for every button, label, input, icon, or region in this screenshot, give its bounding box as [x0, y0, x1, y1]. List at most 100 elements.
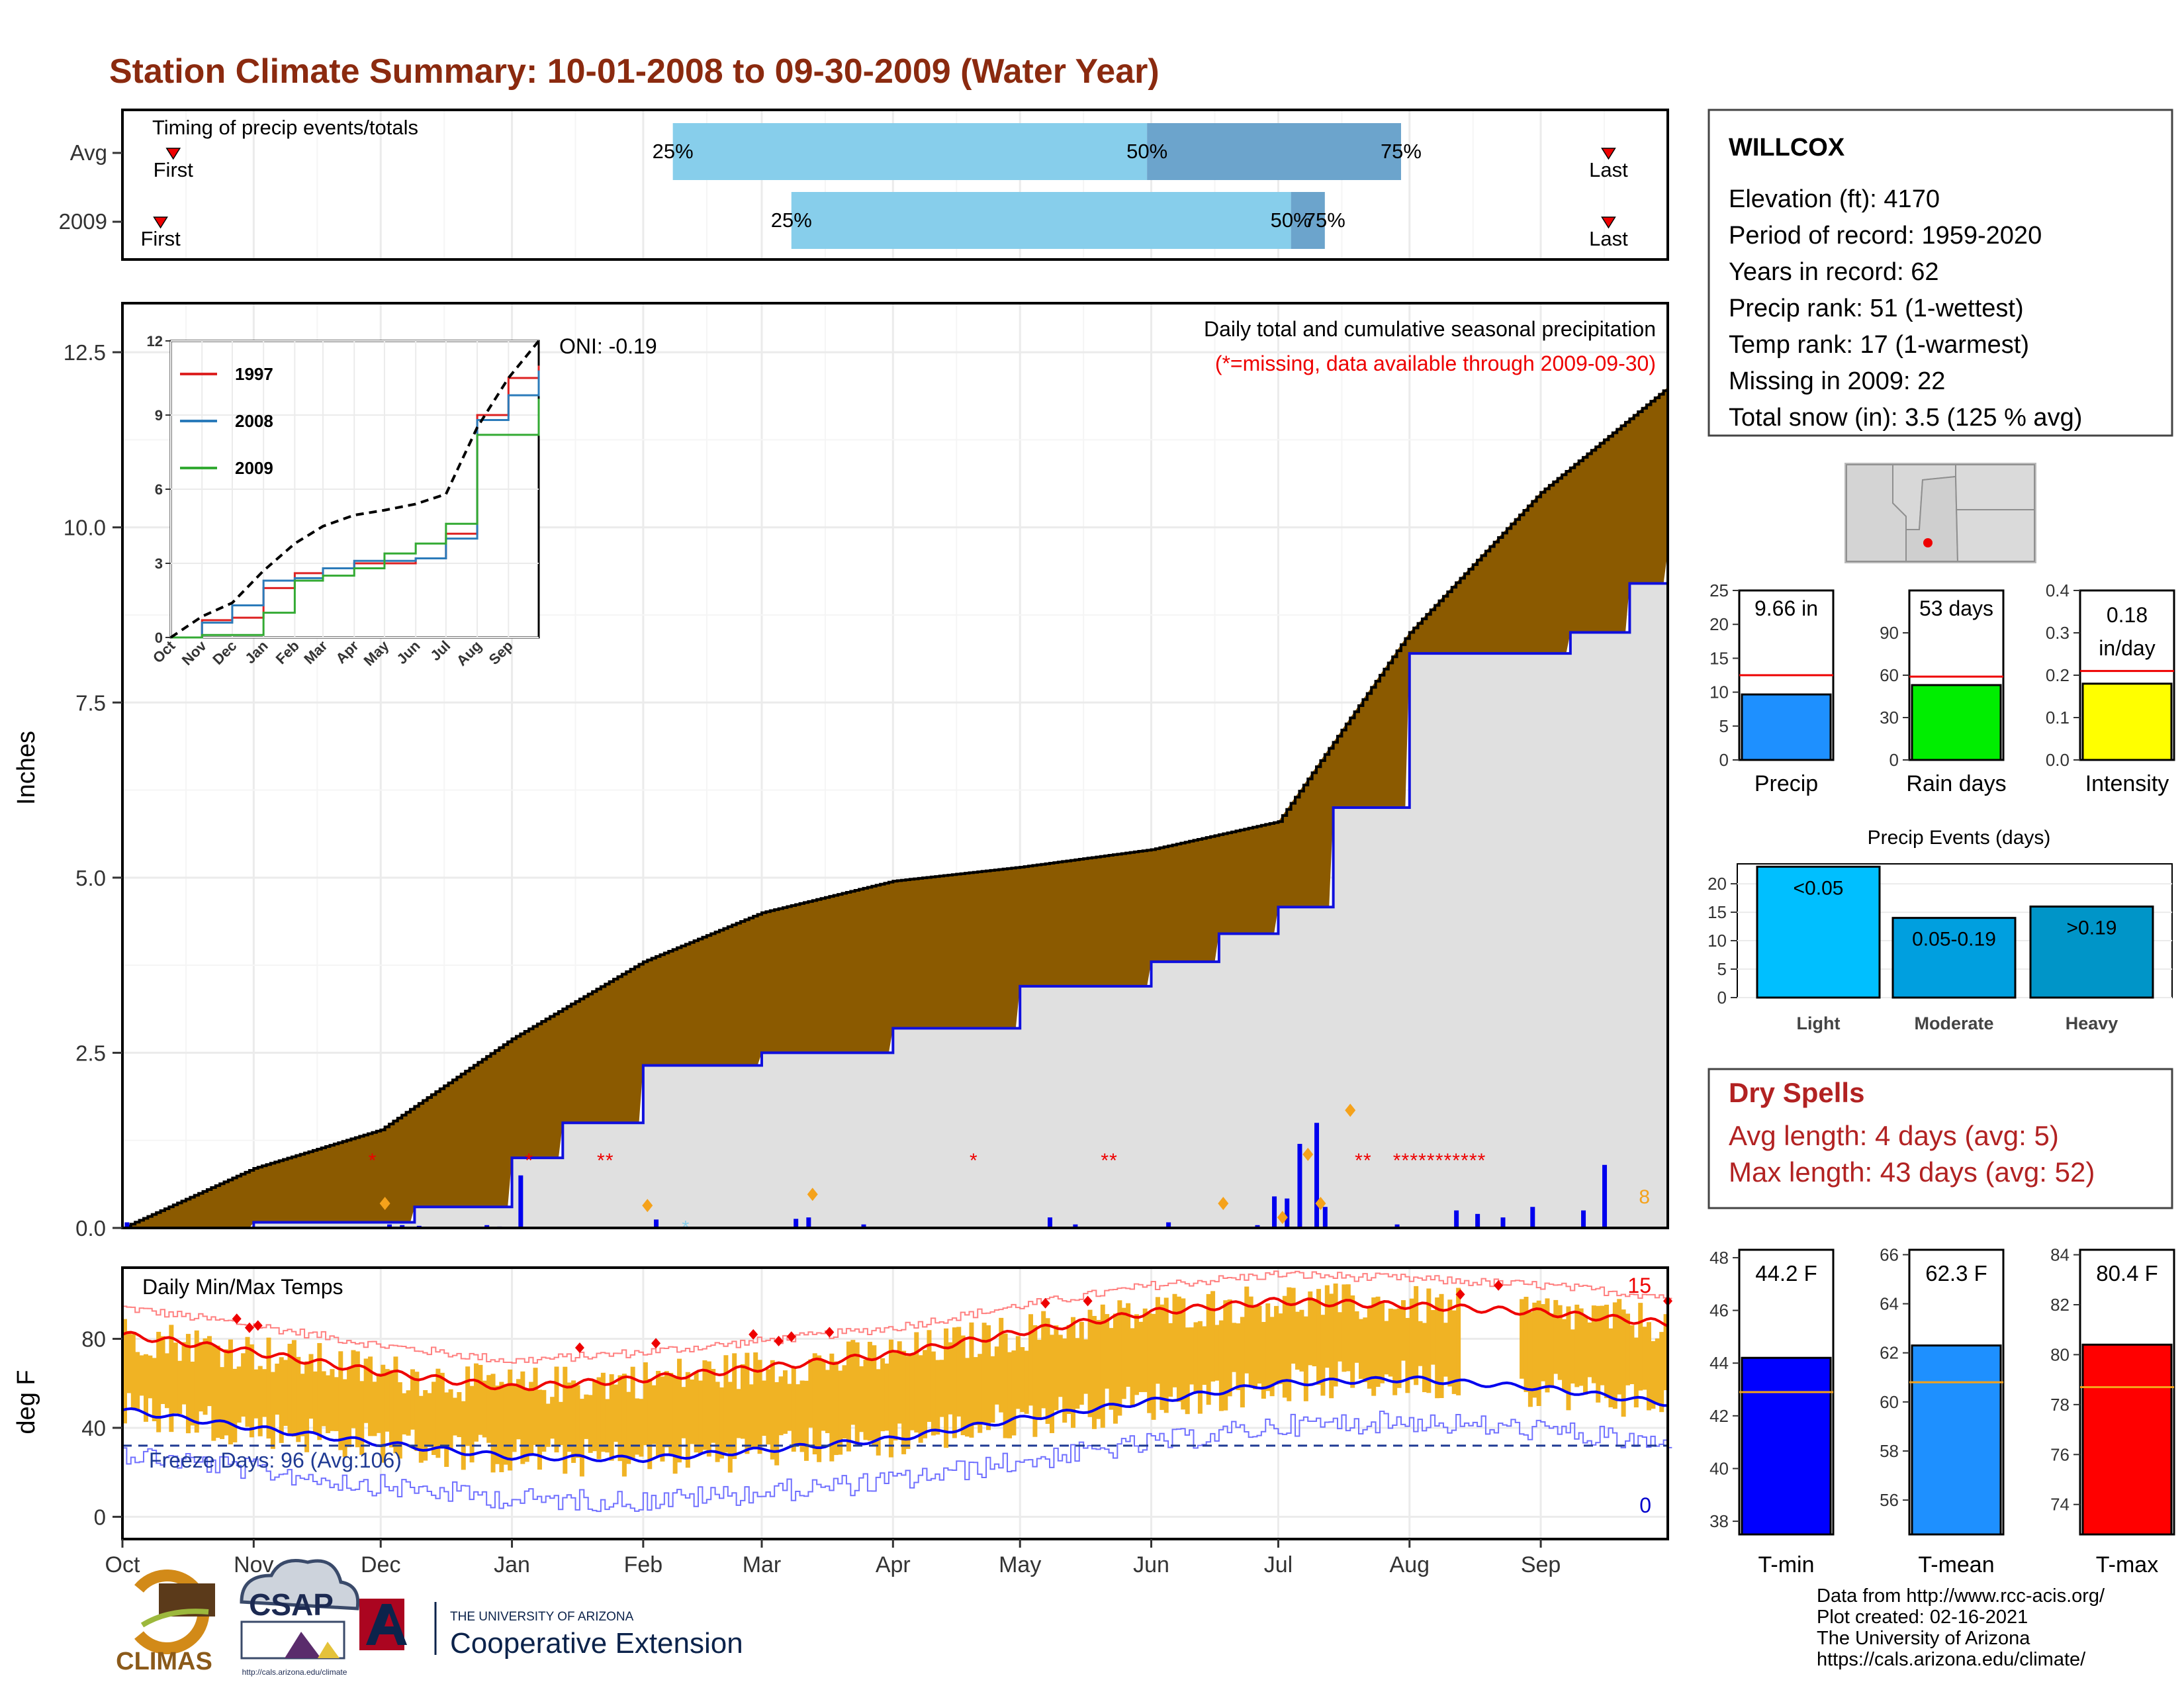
x-tick-label: Sep [1521, 1552, 1561, 1577]
daily-temp-bar [1409, 1298, 1414, 1380]
missing-marker: * [1469, 1150, 1477, 1172]
x-tick-label: Oct [105, 1552, 140, 1577]
precip-bar [1741, 693, 1832, 761]
event-bar [1756, 865, 1881, 999]
daily-temp-bar [1070, 1317, 1075, 1428]
daily-temp-bar [1096, 1319, 1101, 1419]
daily-temp-bar [1130, 1328, 1135, 1407]
precip-events-chart: Precip Events (days) 0 5 10 15 20 <0.05 Light 0… [1707, 827, 2173, 1033]
daily-temp-bar [973, 1357, 978, 1425]
daily-temp-bar [621, 1374, 627, 1477]
daily-temp-bar [381, 1364, 386, 1463]
y-tick-label: 40 [81, 1416, 106, 1440]
daily-temp-bar [741, 1364, 745, 1439]
daily-temp-bar [279, 1357, 284, 1443]
daily-temp-bar [402, 1393, 407, 1434]
daily-temp-bar [1371, 1297, 1377, 1396]
record-high-marker [786, 1331, 796, 1342]
daily-temp-bar [651, 1385, 657, 1444]
daily-temp-bar [1456, 1288, 1461, 1395]
daily-temp-bar [1155, 1297, 1160, 1384]
y-tick-label: 7.5 [75, 690, 106, 715]
daily-temp-bar [1168, 1323, 1173, 1397]
daily-temp-bar [152, 1358, 157, 1422]
daily-temp-bar [893, 1350, 898, 1441]
temp-summary-bars: 44.2 F 38 40 42 44 46 48 T-min 62.3 F 56 58 60 62 64 6… [1709, 1244, 2175, 1577]
timing-p50-label: 50% [1126, 140, 1167, 163]
credit-line: Plot created: 02-16-2021 [1817, 1607, 2028, 1628]
daily-temp-bar [939, 1360, 944, 1417]
event-bar-label: Moderate [1914, 1013, 1993, 1033]
daily-temp-bar [1591, 1305, 1596, 1383]
daily-temp-bar [876, 1369, 881, 1456]
daily-temp-bar [342, 1379, 347, 1458]
daily-temp-bar [338, 1351, 343, 1450]
daily-temp-bar [545, 1403, 551, 1447]
y-tick-label: 0.0 [75, 1216, 106, 1241]
timing-bar-q3 [1147, 123, 1401, 180]
daily-temp-bar [444, 1392, 449, 1467]
daily-precip-bar [400, 1225, 405, 1228]
event-bar-label: Light [1797, 1013, 1841, 1033]
daily-temp-bar [1320, 1315, 1326, 1396]
raindays-bar [1911, 684, 2002, 761]
daily-temp-bar [283, 1360, 289, 1427]
daily-temp-bar [228, 1339, 233, 1444]
missing-marker: * [1427, 1150, 1435, 1172]
daily-temp-bar [1041, 1311, 1046, 1409]
daily-temp-bar [660, 1376, 665, 1462]
daily-precip-bar [1048, 1217, 1052, 1228]
daily-temp-bar [554, 1366, 559, 1453]
daily-temp-bar [1392, 1309, 1398, 1395]
timing-p25-label: 25% [771, 209, 812, 232]
daily-temp-bar [1350, 1295, 1355, 1388]
dry-spells-box: Dry Spells Avg length: 4 days (avg: 5) M… [1707, 1068, 2173, 1209]
daily-precip-bar [1322, 1207, 1328, 1228]
timing-p75-label: 75% [1304, 209, 1345, 232]
daily-temp-bar [888, 1339, 893, 1458]
summary-y-tick-label: 30 [1880, 708, 1899, 727]
credit-line: Data from http://www.rcc-acis.org/ [1817, 1585, 2105, 1607]
daily-temp-bar [952, 1327, 957, 1438]
daily-temp-bar [330, 1369, 335, 1431]
station-snow: Total snow (in): 3.5 (125 % avg) [1729, 404, 2082, 432]
daily-temp-bar [931, 1351, 936, 1436]
daily-precip-bar [1166, 1222, 1171, 1228]
daily-temp-bar [275, 1363, 280, 1415]
daily-temp-bar [791, 1367, 796, 1452]
daily-temp-bar [1003, 1333, 1008, 1438]
timing-bar-q2 [791, 192, 1291, 249]
daily-temp-bar [1210, 1291, 1216, 1382]
x-tick-label: Dec [361, 1552, 400, 1577]
station-elevation: Elevation (ft): 4170 [1729, 185, 1940, 213]
station-precip-rank: Precip rank: 51 (1-wettest) [1729, 295, 2024, 322]
ua-small-text: THE UNIVERSITY OF ARIZONA [450, 1610, 634, 1624]
daily-temp-bar [1062, 1338, 1068, 1423]
missing-marker: * [606, 1150, 614, 1172]
daily-temp-bar [461, 1401, 466, 1470]
missing-marker: * [525, 1150, 533, 1172]
temp-summary-y-tick-label: 48 [1709, 1248, 1729, 1268]
daily-temp-bar [359, 1381, 365, 1455]
summary-y-tick-label: 0.4 [2046, 581, 2070, 600]
daily-temp-bar [588, 1395, 593, 1453]
daily-temp-bar [609, 1374, 614, 1461]
daily-precip-bar [1530, 1207, 1535, 1228]
daily-temp-bar [960, 1335, 966, 1436]
daily-temp-bar [897, 1341, 902, 1424]
average-cumulative-line [122, 387, 1669, 1229]
daily-temp-bar [1430, 1310, 1435, 1365]
daily-temp-bar [829, 1353, 835, 1462]
timing-p75-label: 75% [1381, 140, 1422, 163]
daily-temp-bar [1659, 1332, 1664, 1413]
daily-temp-bar [901, 1350, 907, 1454]
climas-logo-text: CLIMAS [116, 1648, 212, 1675]
daily-temp-bar [965, 1358, 970, 1437]
daily-temp-bar [308, 1354, 314, 1419]
missing-marker: * [597, 1150, 605, 1172]
daily-temp-bar [1363, 1317, 1368, 1382]
daily-temp-bar [435, 1368, 441, 1458]
daily-temp-bar [1520, 1299, 1525, 1379]
daily-temp-bar [1435, 1297, 1440, 1399]
event-bar-value: <0.05 [1794, 877, 1844, 899]
